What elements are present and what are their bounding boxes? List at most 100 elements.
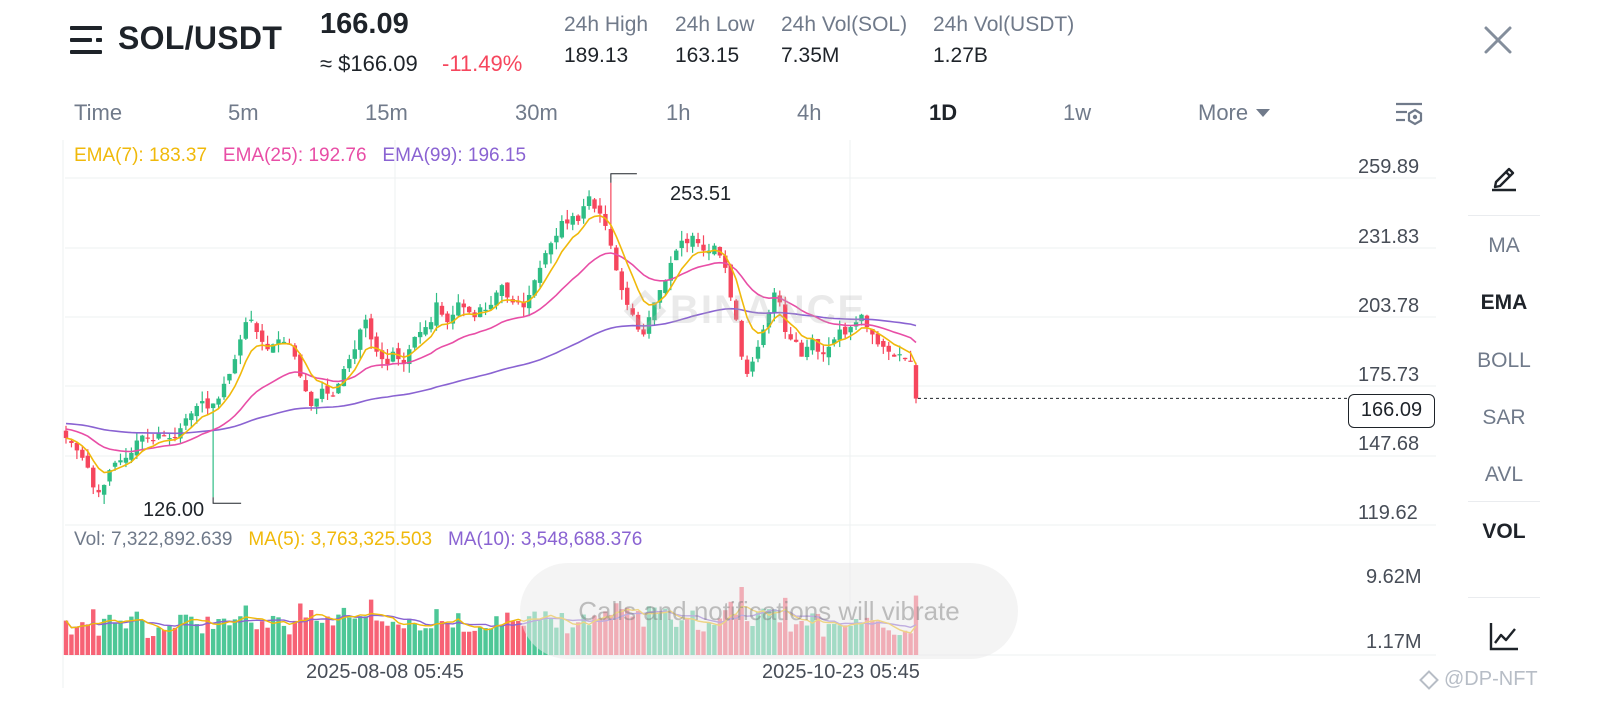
volume-bar: [483, 628, 488, 655]
candle-body: [733, 300, 739, 320]
ticker-header: SOL/USDT 166.09 ≈ $166.09 -11.49% 24h Hi…: [0, 0, 1600, 90]
volume-bar: [374, 620, 379, 655]
volume-bar: [439, 621, 445, 655]
candle-body: [390, 351, 396, 362]
candle-body: [412, 336, 417, 348]
tab-1d[interactable]: 1D: [929, 100, 958, 125]
candle-body: [123, 457, 129, 463]
volume-bar: [352, 618, 357, 655]
candle-body: [652, 302, 657, 321]
ma10-legend: MA(10): 3,548,688.376: [447, 529, 643, 550]
candle-body: [292, 345, 298, 357]
volume-bar: [298, 603, 303, 655]
divider: [1468, 215, 1540, 216]
indicator-ema[interactable]: EMA: [1480, 291, 1528, 314]
candle-body: [728, 264, 733, 298]
tab-1h[interactable]: 1h: [666, 100, 691, 125]
volume-bar: [150, 636, 156, 655]
indicator-ma[interactable]: MA: [1488, 234, 1520, 257]
candle-body: [401, 359, 407, 365]
candle-body: [679, 240, 684, 249]
volume-bar: [112, 622, 118, 655]
volume-bar: [216, 619, 221, 655]
indicator-lines: [65, 214, 917, 474]
candle-body: [821, 352, 826, 355]
candle-body: [761, 329, 766, 346]
candle-body: [554, 235, 559, 243]
candle-body: [379, 350, 385, 360]
volume-bar: [178, 614, 183, 655]
candle-body: [750, 361, 755, 372]
tab-5m[interactable]: 5m: [228, 100, 259, 125]
volume-bar: [467, 631, 472, 655]
candle-body: [565, 219, 570, 224]
tab-more[interactable]: More: [1198, 100, 1271, 126]
date-tick: 2025-10-23 05:45: [762, 661, 920, 683]
price-axis-tick: 175.73: [1358, 364, 1420, 386]
pair-title[interactable]: SOL/USDT: [118, 20, 283, 56]
candle-body: [358, 329, 363, 350]
tab-30m[interactable]: 30m: [515, 100, 558, 125]
volume-bar: [505, 612, 510, 655]
candle-body: [129, 452, 134, 460]
candle-body: [532, 280, 537, 296]
volume-bar: [96, 635, 101, 655]
chart-annotations: [212, 173, 1348, 504]
approx-usd-price: ≈ $166.09: [320, 51, 418, 76]
candle-body: [134, 440, 140, 456]
indicator-vol[interactable]: VOL: [1482, 520, 1526, 543]
candle-body: [592, 199, 597, 209]
candle-body: [695, 239, 701, 244]
candle-body: [407, 349, 412, 365]
candle-body: [200, 401, 205, 404]
candle-body: [69, 440, 74, 443]
candle-body: [864, 315, 870, 328]
indicator-sar[interactable]: SAR: [1482, 406, 1526, 429]
volume-bar: [287, 634, 292, 655]
candle-body: [570, 216, 575, 225]
volume-bar: [270, 615, 276, 655]
indicator-avl[interactable]: AVL: [1484, 463, 1524, 486]
price-axis-tick: 203.78: [1358, 295, 1420, 317]
tab-time[interactable]: Time: [74, 100, 123, 125]
candle-body: [319, 388, 325, 399]
last-price: 166.09: [320, 8, 409, 40]
candle-body: [374, 336, 379, 352]
indicator-boll[interactable]: BOLL: [1477, 349, 1531, 372]
volume-bar: [516, 621, 521, 655]
volume-bar: [488, 628, 494, 655]
tab-15m[interactable]: 15m: [365, 100, 408, 125]
candle-body: [194, 405, 199, 417]
candle-body: [183, 418, 189, 426]
candle-body: [368, 318, 374, 340]
pencil-draw-icon[interactable]: [1488, 160, 1520, 192]
candle-body: [755, 346, 761, 359]
volume-bar: [407, 618, 412, 655]
candle-body: [428, 322, 434, 330]
candle-body: [450, 314, 456, 324]
candle-body: [842, 326, 848, 335]
close-icon[interactable]: [1482, 24, 1514, 56]
candle-body: [608, 228, 614, 246]
volume-bar: [249, 622, 254, 655]
candle-body: [543, 253, 548, 265]
price-axis-tick: 147.68: [1358, 433, 1420, 455]
date-tick: 2025-08-08 05:45: [306, 661, 464, 683]
tab-4h[interactable]: 4h: [797, 100, 822, 125]
stat-24h-vol-usdt-value: 1.27B: [933, 44, 988, 67]
volume-bar: [461, 631, 466, 655]
volume-bar: [63, 620, 69, 655]
candle-body: [902, 357, 908, 360]
diamond-logo-icon: [1419, 669, 1439, 690]
tab-1w[interactable]: 1w: [1063, 100, 1092, 125]
volume-bar: [363, 616, 368, 655]
volume-bar: [325, 616, 330, 655]
volume-bar: [243, 605, 249, 655]
markets-menu-icon[interactable]: [70, 26, 102, 54]
candle-body: [227, 373, 232, 381]
line-chart-icon[interactable]: [1488, 620, 1520, 652]
candle-body: [445, 313, 450, 323]
candle-body: [892, 354, 897, 357]
chart-settings-icon[interactable]: [1393, 98, 1425, 130]
tab-more-label: More: [1198, 100, 1249, 125]
